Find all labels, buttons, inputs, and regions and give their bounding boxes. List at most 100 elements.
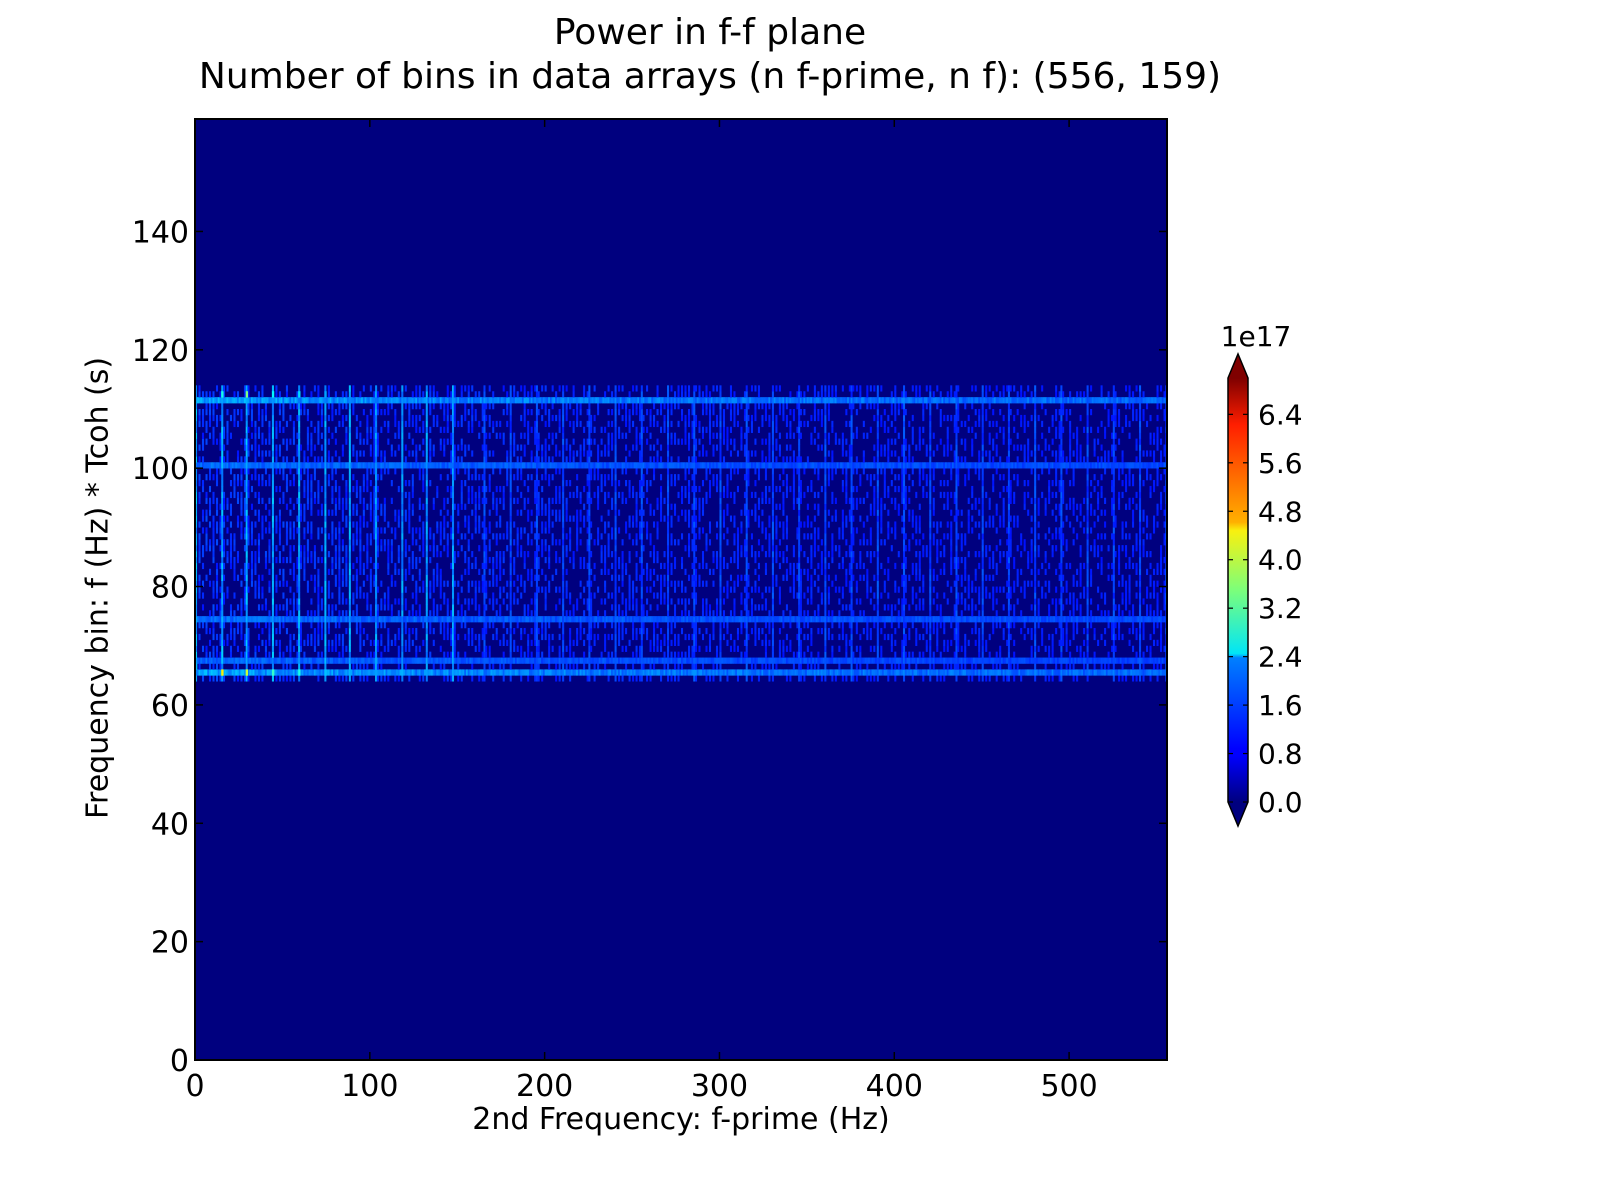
heatmap-cell [226, 539, 229, 546]
heatmap-cell [726, 657, 729, 664]
heatmap-cell [943, 545, 946, 552]
heatmap-cell [219, 545, 222, 552]
heatmap-cell [834, 545, 837, 552]
heatmap-cell [705, 598, 708, 605]
heatmap-cell [635, 539, 638, 546]
heatmap-cell [588, 622, 591, 629]
heatmap-cell [768, 622, 771, 629]
heatmap-cell [757, 616, 760, 623]
heatmap-cell [348, 610, 351, 617]
heatmap-cell [1023, 633, 1026, 641]
heatmap-cell [208, 610, 212, 617]
heatmap-cell [955, 657, 958, 664]
heatmap-cell [757, 562, 760, 570]
heatmap-cell [432, 616, 435, 623]
heatmap-cell [527, 669, 530, 676]
heatmap-cell [425, 616, 428, 623]
heatmap-cell [1142, 657, 1145, 664]
heatmap-cell [745, 604, 748, 611]
heatmap-cell [827, 669, 830, 676]
heatmap-cell [719, 663, 722, 670]
heatmap-cell [782, 657, 785, 664]
heatmap-cell [1093, 669, 1096, 676]
heatmap-cell [736, 657, 739, 664]
heatmap-cell [1132, 562, 1135, 570]
heatmap-cell [679, 669, 682, 676]
heatmap-cell [450, 616, 453, 623]
heatmap-cell [927, 669, 930, 676]
heatmap-cell [369, 568, 372, 576]
heatmap-cell [745, 663, 748, 670]
heatmap-cell [770, 657, 773, 664]
heatmap-cell [852, 616, 855, 623]
heatmap-cell [308, 669, 311, 676]
heatmap-cell [305, 669, 308, 676]
heatmap-cell [803, 592, 806, 599]
heatmap-cell [1030, 669, 1033, 676]
heatmap-cell [859, 645, 862, 652]
heatmap-cell [936, 539, 939, 546]
heatmap-cell [729, 574, 732, 581]
heatmap-cell [854, 616, 857, 623]
heatmap-cell [967, 657, 970, 664]
heatmap-cell [257, 645, 260, 652]
heatmap-cell [693, 639, 696, 647]
heatmap-cell [841, 556, 844, 564]
heatmap-cell [229, 645, 233, 652]
heatmap-cell [411, 539, 414, 546]
heatmap-cell [390, 539, 393, 546]
heatmap-cell [324, 562, 327, 570]
heatmap-cell [1069, 610, 1072, 617]
heatmap-cell [736, 551, 739, 558]
heatmap-cell [298, 627, 301, 635]
heatmap-cell [439, 663, 442, 670]
heatmap-cell [506, 545, 509, 552]
heatmap-cell [588, 663, 591, 670]
heatmap-cell [289, 616, 292, 623]
heatmap-cell [331, 562, 334, 570]
heatmap-cell [483, 545, 486, 552]
heatmap-cell [467, 633, 470, 641]
heatmap-cell [775, 663, 778, 670]
heatmap-cell [1034, 657, 1037, 664]
heatmap-cell [408, 657, 411, 664]
heatmap-cell [1002, 657, 1005, 664]
heatmap-cell [1090, 669, 1093, 676]
heatmap-cell [768, 663, 771, 670]
heatmap-cell [604, 580, 607, 587]
heatmap-cell [219, 675, 222, 682]
heatmap-cell [618, 633, 621, 641]
heatmap-cell [1034, 604, 1037, 611]
heatmap-cell [240, 622, 243, 629]
heatmap-cell [785, 545, 788, 552]
heatmap-cell [1111, 616, 1114, 623]
heatmap-cell [1156, 616, 1159, 623]
heatmap-cell [305, 657, 308, 664]
heatmap-cell [201, 657, 205, 664]
heatmap-cell [203, 669, 206, 676]
heatmap-cell [838, 622, 841, 629]
heatmap-cell [1065, 562, 1068, 570]
heatmap-cell [492, 592, 495, 599]
heatmap-cell [974, 574, 977, 581]
heatmap-cell [656, 604, 659, 611]
heatmap-cell [658, 616, 661, 623]
heatmap-cell [749, 616, 752, 623]
heatmap-cell [329, 616, 332, 623]
heatmap-cell [808, 657, 811, 664]
heatmap-cell [1034, 675, 1037, 682]
heatmap-cell [233, 616, 236, 623]
heatmap-cell [1062, 633, 1065, 641]
heatmap-cell [917, 657, 920, 664]
heatmap-cell [390, 657, 393, 664]
heatmap-cell [757, 675, 760, 682]
heatmap-cell [908, 651, 911, 658]
heatmap-cell [502, 622, 505, 629]
heatmap-cell [796, 562, 799, 570]
heatmap-cell [771, 598, 774, 605]
heatmap-cell [1007, 574, 1010, 581]
heatmap-cell [621, 633, 624, 641]
heatmap-cell [299, 627, 302, 635]
heatmap-cell [859, 669, 862, 676]
heatmap-cell [208, 639, 212, 647]
